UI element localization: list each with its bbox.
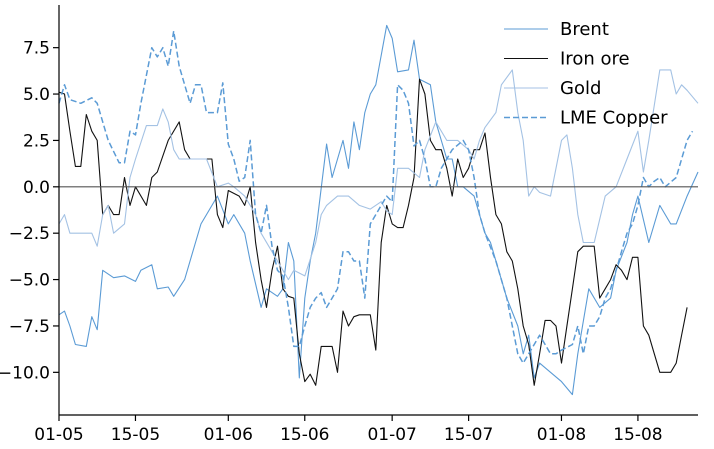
series-line-iron-ore (58, 78, 688, 386)
x-tick-label: 15-06 (280, 425, 329, 445)
legend-label-brent: Brent (560, 19, 609, 40)
series-line-lme-copper (58, 30, 694, 364)
plot-area (58, 24, 699, 396)
y-tick-label: −2.5 (9, 224, 50, 244)
x-tick-label: 15-07 (444, 425, 493, 445)
series-line-gold (58, 69, 699, 281)
y-tick-label: −7.5 (9, 317, 50, 337)
legend-label-lme-copper: LME Copper (560, 108, 668, 129)
legend-label-gold: Gold (560, 78, 601, 99)
y-tick-label: 2.5 (23, 131, 50, 151)
y-tick-label: 0.0 (23, 178, 50, 198)
legend-label-iron-ore: Iron ore (560, 49, 630, 70)
series-line-brent (58, 24, 699, 396)
x-tick-label: 01-05 (34, 425, 83, 445)
x-tick-label: 01-08 (537, 425, 586, 445)
y-tick-label: 7.5 (23, 39, 50, 59)
x-tick-label: 01-07 (367, 425, 416, 445)
series-layer (58, 24, 699, 396)
y-axis-ticks: 7.5 5.0 2.5 0.0 −2.5 −5.0 −7.5 −10.0 (0, 39, 59, 383)
y-tick-label: 5.0 (23, 85, 50, 105)
x-tick-label: 01-06 (204, 425, 253, 445)
y-tick-label: −10.0 (0, 363, 50, 383)
legend: Brent Iron ore Gold LME Copper (504, 19, 668, 129)
x-tick-label: 15-08 (613, 425, 662, 445)
x-axis-ticks: 01-05 15-05 01-06 15-06 01-07 15-07 01-08 15-08 (34, 415, 663, 445)
x-tick-label: 15-05 (111, 425, 160, 445)
y-tick-label: −5.0 (9, 271, 50, 291)
